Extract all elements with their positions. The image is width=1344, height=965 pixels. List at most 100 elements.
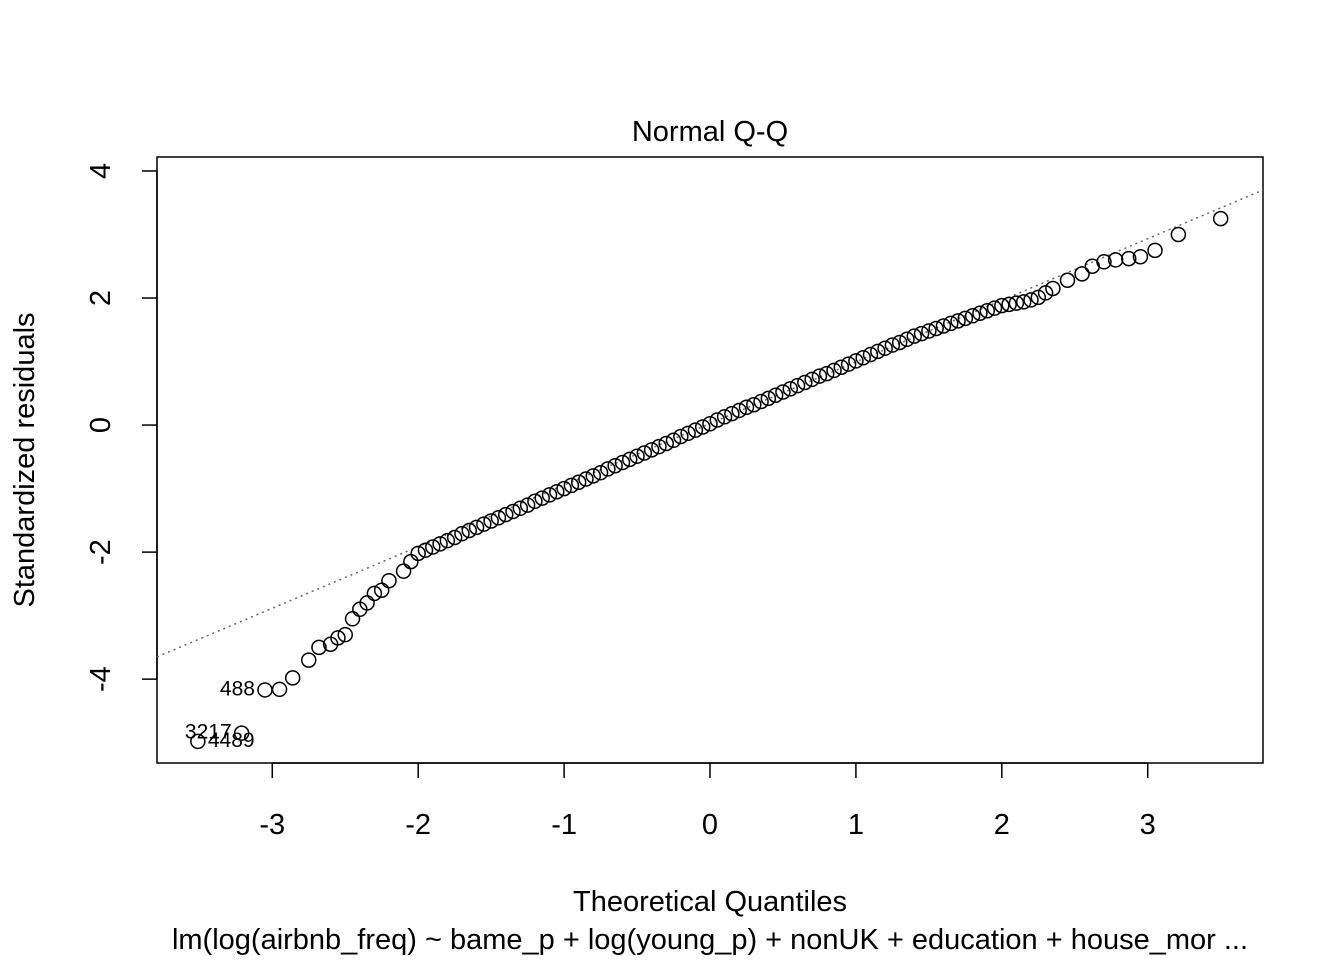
y-tick-label: 0 — [85, 417, 117, 433]
point — [1074, 266, 1090, 282]
x-tick-label: -1 — [551, 809, 577, 841]
point — [760, 390, 777, 407]
x-tick-label: 2 — [994, 809, 1010, 841]
point — [906, 328, 923, 344]
point — [549, 484, 565, 500]
point — [284, 670, 301, 686]
point — [366, 585, 383, 602]
point — [1023, 292, 1039, 308]
point — [862, 346, 879, 363]
point — [461, 522, 477, 539]
point — [1212, 210, 1229, 227]
point — [592, 464, 609, 481]
point — [490, 510, 507, 526]
point — [614, 454, 631, 471]
point — [789, 377, 806, 394]
point — [585, 468, 602, 484]
point — [884, 337, 901, 353]
point — [534, 490, 550, 506]
point-label: 488 — [220, 677, 255, 700]
point — [600, 461, 616, 477]
point — [1096, 254, 1112, 270]
point — [986, 300, 1003, 316]
point — [804, 371, 820, 388]
point — [410, 545, 426, 562]
point — [1059, 272, 1076, 288]
point — [935, 318, 952, 334]
point — [505, 503, 521, 520]
chart-title: Normal Q-Q — [632, 116, 788, 148]
x-tick-label: 0 — [702, 809, 718, 841]
point — [913, 325, 930, 342]
point — [381, 572, 397, 589]
point — [811, 368, 828, 384]
point — [527, 493, 543, 510]
point — [651, 438, 667, 455]
point — [417, 542, 434, 558]
x-axis-label: Theoretical Quantiles — [573, 886, 847, 918]
point — [1045, 280, 1061, 297]
point — [950, 313, 966, 329]
point — [855, 349, 871, 366]
point — [497, 506, 514, 523]
y-tick-label: 4 — [85, 163, 117, 179]
point — [636, 445, 653, 461]
subtitle: lm(log(airbnb_freq) ~ bame_p + log(young… — [172, 924, 1248, 956]
point — [921, 323, 937, 339]
point — [870, 343, 886, 360]
point — [643, 442, 660, 458]
point — [746, 396, 762, 413]
point — [1170, 226, 1187, 243]
point — [330, 630, 346, 646]
point — [767, 387, 784, 403]
point — [994, 297, 1010, 314]
x-tick-label: 3 — [1140, 809, 1156, 841]
point — [716, 409, 733, 425]
point — [782, 381, 799, 397]
point — [877, 340, 893, 356]
point — [957, 310, 974, 327]
point — [629, 448, 645, 464]
point — [1147, 242, 1163, 259]
point — [541, 487, 558, 503]
point — [476, 516, 492, 532]
point — [454, 525, 470, 542]
point — [271, 681, 288, 698]
x-tick-label: -2 — [405, 809, 431, 841]
point — [311, 639, 327, 656]
point — [300, 652, 317, 668]
x-tick-label: 1 — [848, 809, 864, 841]
point — [425, 539, 441, 555]
point — [979, 302, 995, 319]
point — [468, 519, 485, 536]
point — [1001, 296, 1017, 313]
point — [1132, 248, 1149, 265]
point — [891, 334, 908, 351]
point — [724, 405, 740, 422]
point — [840, 356, 857, 372]
point — [731, 402, 747, 419]
point — [665, 432, 682, 449]
point — [899, 331, 915, 348]
point — [943, 315, 959, 332]
point — [1008, 295, 1025, 311]
point — [570, 474, 587, 490]
reference-line — [156, 189, 1264, 658]
point — [658, 435, 674, 452]
point — [753, 393, 769, 410]
point — [833, 359, 850, 376]
x-tick-label: -3 — [259, 809, 285, 841]
point — [446, 529, 463, 546]
point — [928, 320, 944, 337]
point — [694, 419, 711, 435]
point — [687, 422, 704, 438]
point — [563, 477, 580, 494]
point — [673, 428, 689, 445]
y-tick-label: -4 — [85, 666, 117, 692]
y-tick-label: 2 — [85, 290, 117, 306]
point — [483, 513, 499, 529]
point — [848, 353, 864, 369]
